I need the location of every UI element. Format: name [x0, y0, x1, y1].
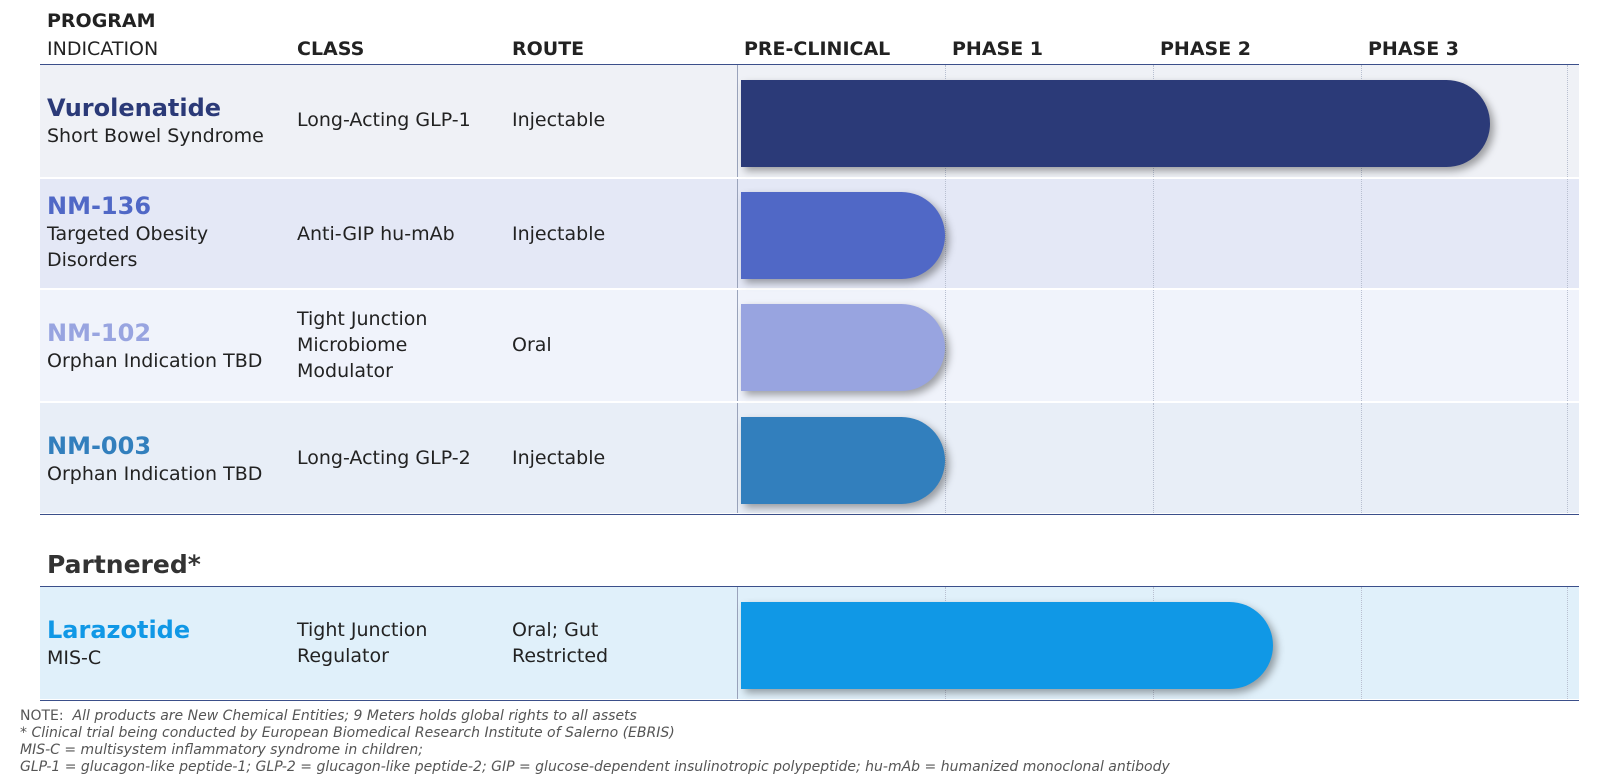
program-name: Vurolenatide: [47, 94, 222, 122]
phase-header-1: PHASE 1: [952, 38, 1044, 60]
program-name: Larazotide: [47, 616, 191, 644]
phase-grid-line: [1153, 290, 1154, 401]
program-cell: NM-003 Orphan Indication TBD: [47, 431, 262, 487]
phase-grid-line: [1361, 587, 1362, 699]
phase-header-preclinical: PRE-CLINICAL: [744, 38, 891, 60]
phase-grid-line: [1567, 403, 1568, 513]
pipeline-bottom-divider: [40, 514, 1579, 515]
indication-text: Orphan Indication TBD: [47, 463, 263, 485]
indication-text: MIS-C: [47, 647, 102, 669]
program-name: NM-003: [47, 432, 152, 460]
note-text: All products are New Chemical Entities; …: [72, 708, 637, 724]
header-divider: [40, 64, 1579, 65]
phase-grid-line: [1153, 179, 1154, 288]
phase-grid-line: [945, 403, 946, 513]
route-header: ROUTE: [512, 38, 585, 60]
route-text: Oral: [512, 334, 552, 356]
phase-grid-line: [1153, 403, 1154, 513]
footnote-line: GLP-1 = glucagon-like peptide-1; GLP-2 =…: [20, 759, 1170, 776]
program-header: PROGRAM: [47, 10, 156, 32]
progress-bar: [741, 80, 1490, 167]
class-text: Anti-GIP hu-mAb: [297, 223, 455, 245]
phase-grid-line: [1567, 290, 1568, 401]
phase-grid-line: [737, 179, 738, 288]
indication-text: Short Bowel Syndrome: [47, 125, 264, 147]
phase-grid-line: [737, 290, 738, 401]
phase-grid-line: [737, 587, 738, 699]
class-text: Long-Acting GLP-1: [297, 109, 471, 131]
route-text: Injectable: [512, 223, 606, 245]
partnered-section-title: Partnered*: [47, 550, 201, 579]
note-prefix: NOTE:: [20, 708, 64, 724]
footnotes: NOTE: All products are New Chemical Enti…: [20, 708, 1170, 776]
phase-grid-line: [945, 179, 946, 288]
program-cell: NM-102 Orphan Indication TBD: [47, 318, 262, 374]
progress-bar: [741, 602, 1273, 689]
phase-grid-line: [945, 290, 946, 401]
note-text: GLP-1 = glucagon-like peptide-1; GLP-2 =…: [20, 759, 1170, 775]
footnote-line: MIS-C = multisystem inflammatory syndrom…: [20, 742, 1170, 759]
program-cell: NM-136 Targeted Obesity Disorders: [47, 191, 277, 273]
note-text: MIS-C = multisystem inflammatory syndrom…: [20, 742, 423, 758]
phase-grid-line: [1567, 587, 1568, 699]
route-text: Injectable: [512, 109, 606, 131]
indication-header: INDICATION: [47, 38, 159, 60]
program-cell: Larazotide MIS-C: [47, 615, 190, 671]
phase-grid-line: [1361, 290, 1362, 401]
program-cell: Vurolenatide Short Bowel Syndrome: [47, 93, 264, 149]
program-name: NM-136: [47, 192, 152, 220]
phase-grid-line: [1567, 65, 1568, 177]
route-text: Injectable: [512, 447, 606, 469]
program-name: NM-102: [47, 319, 152, 347]
phase-header-3: PHASE 3: [1368, 38, 1460, 60]
phase-grid-line: [1361, 179, 1362, 288]
partnered-top-divider: [40, 586, 1579, 587]
class-text: Tight Junction Regulator: [297, 619, 428, 667]
footnote-line: NOTE: All products are New Chemical Enti…: [20, 708, 1170, 725]
phase-grid-line: [737, 65, 738, 177]
progress-bar: [741, 192, 945, 279]
class-text: Tight Junction Microbiome Modulator: [297, 308, 428, 382]
progress-bar: [741, 304, 945, 391]
class-text: Long-Acting GLP-2: [297, 447, 471, 469]
note-text: * Clinical trial being conducted by Euro…: [20, 725, 675, 741]
phase-grid-line: [1567, 179, 1568, 288]
indication-text: Orphan Indication TBD: [47, 350, 263, 372]
progress-bar: [741, 417, 945, 504]
class-header: CLASS: [297, 38, 365, 60]
phase-header-2: PHASE 2: [1160, 38, 1252, 60]
partnered-bottom-divider: [40, 700, 1579, 701]
route-text: Oral; Gut Restricted: [512, 619, 609, 667]
footnote-line: * Clinical trial being conducted by Euro…: [20, 725, 1170, 742]
indication-text: Targeted Obesity Disorders: [47, 223, 209, 271]
phase-grid-line: [737, 403, 738, 513]
phase-grid-line: [1361, 403, 1362, 513]
